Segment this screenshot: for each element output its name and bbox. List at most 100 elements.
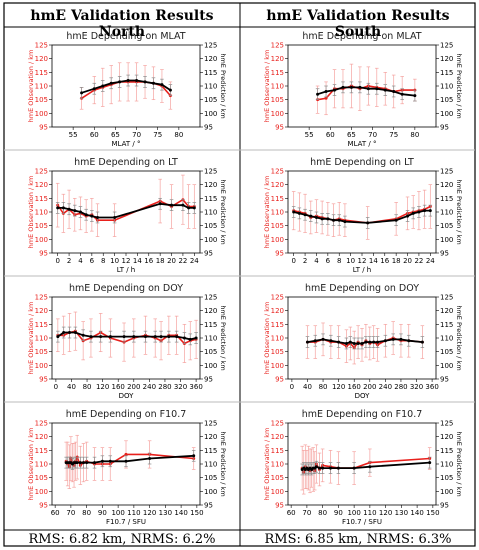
- y-tick-label-right: 125: [440, 294, 453, 302]
- x-tick-label: 70: [66, 509, 75, 517]
- x-tick-label: 360: [425, 383, 438, 391]
- x-tick-label: 4: [314, 257, 319, 265]
- y-tick-label-left: 120: [35, 181, 48, 189]
- data-point: [101, 84, 105, 88]
- y-tick-label-left: 110: [35, 335, 48, 343]
- data-point: [383, 88, 387, 92]
- y-tick-label-left: 125: [271, 42, 284, 50]
- x-tick-label: 80: [318, 509, 327, 517]
- y-axis-label-left: hmE Observation / km: [27, 428, 35, 501]
- data-point: [56, 335, 60, 339]
- data-point: [324, 89, 328, 93]
- data-point: [343, 220, 347, 224]
- y-tick-label-left: 110: [271, 335, 284, 343]
- y-tick-label-right: 115: [440, 69, 453, 77]
- y-tick-label-right: 95: [204, 502, 213, 510]
- y-tick-label-right: 125: [204, 42, 217, 50]
- y-tick-label-right: 125: [204, 420, 217, 428]
- x-tick-label: 6: [90, 257, 95, 265]
- y-tick-label-left: 120: [35, 55, 48, 63]
- data-point: [406, 214, 410, 218]
- y-tick-label-right: 120: [440, 55, 453, 63]
- chart-panel-south-doy: hmE Depending on DOY 95 95 100 100 105 105 110 1…: [263, 283, 463, 400]
- x-tick-label: 130: [395, 509, 408, 517]
- x-tick-label: 8: [337, 257, 341, 265]
- y-tick-label-right: 110: [440, 461, 453, 469]
- y-tick-label-left: 115: [271, 69, 284, 77]
- y-tick-label-right: 110: [204, 83, 217, 91]
- y-tick-label-right: 110: [204, 209, 217, 217]
- data-point: [376, 340, 380, 344]
- series-observation: [79, 62, 173, 110]
- y-axis-label-left: hmE Observation / km: [263, 428, 271, 501]
- data-point: [175, 335, 179, 339]
- data-point: [399, 337, 403, 341]
- data-point: [417, 210, 421, 214]
- data-point: [305, 340, 309, 344]
- x-tick-label: 60: [51, 509, 60, 517]
- data-point: [337, 340, 341, 344]
- data-point: [383, 339, 387, 343]
- y-tick-label-right: 115: [204, 321, 217, 329]
- data-point: [366, 221, 370, 225]
- data-point: [360, 341, 364, 345]
- y-tick-label-right: 105: [204, 222, 217, 230]
- chart-title: hmE Depending on F10.7: [66, 409, 187, 420]
- data-point: [352, 466, 356, 470]
- data-point: [364, 340, 368, 344]
- x-tick-label: 160: [348, 383, 361, 391]
- y-tick-label-left: 105: [271, 348, 284, 356]
- y-tick-label-left: 110: [271, 461, 284, 469]
- data-point: [61, 206, 65, 210]
- y-tick-label-left: 125: [271, 168, 284, 176]
- data-point: [428, 461, 432, 465]
- data-point: [366, 87, 370, 91]
- y-tick-label-left: 110: [35, 461, 48, 469]
- y-tick-label-right: 110: [440, 209, 453, 217]
- data-point: [428, 209, 432, 213]
- x-tick-label: 12: [122, 257, 131, 265]
- data-point: [108, 335, 112, 339]
- x-tick-label: 40: [303, 383, 312, 391]
- x-tick-label: 0: [290, 383, 294, 391]
- series-prediction: [291, 204, 433, 229]
- y-tick-label-right: 100: [440, 110, 453, 118]
- data-point: [391, 337, 395, 341]
- x-axis-label: DOY: [355, 392, 371, 400]
- chart-title: hmE Depending on MLAT: [302, 31, 421, 42]
- data-point: [132, 335, 136, 339]
- series-observation: [315, 63, 417, 116]
- data-point: [100, 459, 104, 463]
- y-axis-label-right: hmE Prediction / km: [219, 179, 227, 244]
- y-tick-label-right: 95: [440, 376, 449, 384]
- y-tick-label-right: 115: [440, 195, 453, 203]
- y-axis-label-left: hmE Observation / km: [263, 50, 271, 123]
- x-tick-label: 80: [83, 383, 92, 391]
- data-point: [192, 206, 196, 210]
- data-point: [297, 211, 301, 215]
- data-point: [90, 214, 94, 218]
- data-point: [375, 87, 379, 91]
- data-point: [333, 88, 337, 92]
- x-tick-label: 100: [347, 509, 360, 517]
- series-prediction: [64, 449, 196, 470]
- y-axis-label-right: hmE Prediction / km: [219, 431, 227, 496]
- y-tick-label-right: 100: [204, 236, 217, 244]
- data-point: [124, 459, 128, 463]
- y-tick-label-left: 115: [35, 69, 48, 77]
- x-tick-label: 70: [132, 131, 141, 139]
- x-tick-label: 14: [133, 257, 142, 265]
- data-point: [96, 215, 100, 219]
- y-tick-label-left: 115: [271, 195, 284, 203]
- y-axis-label-right: hmE Prediction / km: [455, 179, 463, 244]
- data-point: [108, 459, 112, 463]
- x-tick-label: 24: [426, 257, 435, 265]
- data-point: [118, 80, 122, 84]
- data-point: [182, 336, 186, 340]
- data-point: [314, 215, 318, 219]
- y-tick-label-right: 105: [204, 474, 217, 482]
- x-axis-label: F10.7 / SFU: [106, 518, 146, 526]
- x-axis-label: DOY: [119, 392, 135, 400]
- x-tick-label: 70: [368, 131, 377, 139]
- x-axis-label: MLAT / °: [112, 140, 141, 148]
